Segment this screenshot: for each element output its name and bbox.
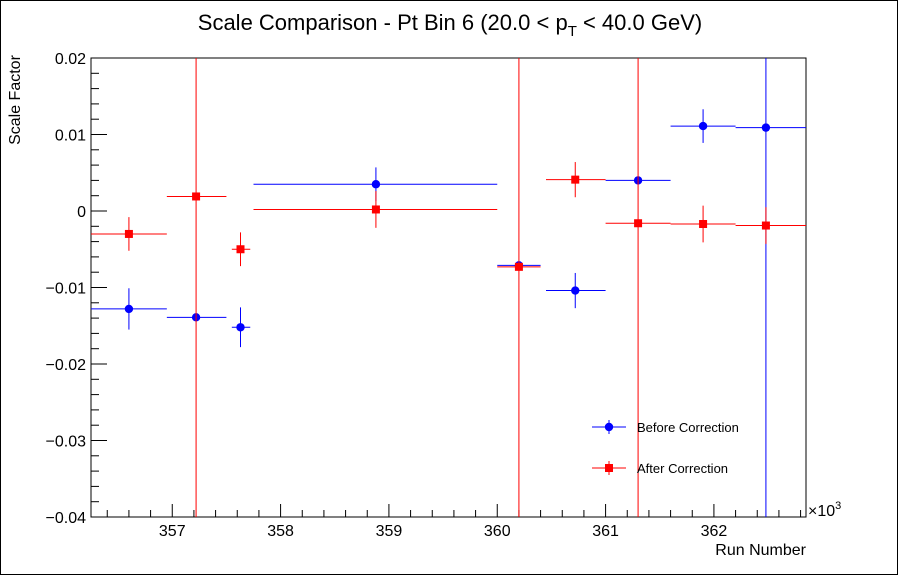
legend-marker-square <box>605 464 613 472</box>
x-axis: 357 358 359 360 361 362 <box>106 504 802 540</box>
x-exponent-power: 3 <box>835 500 841 512</box>
legend-entry: After Correction <box>592 461 728 476</box>
x-tick-label: 361 <box>592 523 619 540</box>
data-point-square <box>634 219 643 228</box>
data-point-square <box>371 205 380 214</box>
legend: Before Correction After Correction <box>592 420 739 476</box>
y-axis-title: Scale Factor <box>7 54 24 144</box>
y-tick-label: 0.02 <box>55 51 86 68</box>
chart-title-end: < 40.0 GeV) <box>577 10 702 35</box>
data-point-square <box>236 245 245 254</box>
x-axis-exponent: ×103 <box>808 500 841 520</box>
legend-label: Before Correction <box>637 420 739 435</box>
data-point-square <box>699 220 708 229</box>
x-tick-label: 359 <box>376 523 403 540</box>
legend-label: After Correction <box>637 461 728 476</box>
data-point-square <box>514 262 523 271</box>
y-tick-label: −0.01 <box>46 281 87 298</box>
x-tick-label: 360 <box>484 523 511 540</box>
data-point-circle <box>571 286 580 295</box>
data-point-square <box>571 175 580 184</box>
data-point-circle <box>698 121 708 131</box>
y-tick-label: −0.02 <box>46 357 87 374</box>
data-point-circle <box>371 180 381 189</box>
series-layer <box>91 58 806 517</box>
data-point-circle <box>124 304 134 314</box>
legend-marker-circle <box>604 422 614 432</box>
x-tick-label: 362 <box>701 523 728 540</box>
y-tick-label: −0.04 <box>46 510 87 527</box>
y-axis: 0.02 0.01 0 −0.01 −0.02 −0.03 −0.04 <box>46 51 107 527</box>
x-axis-title: Run Number <box>715 542 806 559</box>
x-tick-label: 358 <box>267 523 294 540</box>
x-exponent-base: ×10 <box>808 503 835 520</box>
chart-title: Scale Comparison - Pt Bin 6 (20.0 < pT <… <box>198 10 702 40</box>
x-tick-label: 357 <box>159 523 186 540</box>
legend-entry: Before Correction <box>592 420 739 435</box>
data-point-square <box>761 221 770 230</box>
series-after-correction <box>91 58 806 517</box>
y-tick-label: −0.03 <box>46 434 87 451</box>
y-tick-label: 0 <box>77 204 86 221</box>
chart-title-main: Scale Comparison - Pt Bin 6 (20.0 < p <box>198 10 568 35</box>
data-point-square <box>192 192 201 201</box>
data-point-square <box>124 229 133 238</box>
data-point-circle <box>236 323 245 332</box>
y-tick-label: 0.01 <box>55 128 86 145</box>
chart-title-subscript: T <box>568 23 577 40</box>
data-point-circle <box>761 123 771 132</box>
